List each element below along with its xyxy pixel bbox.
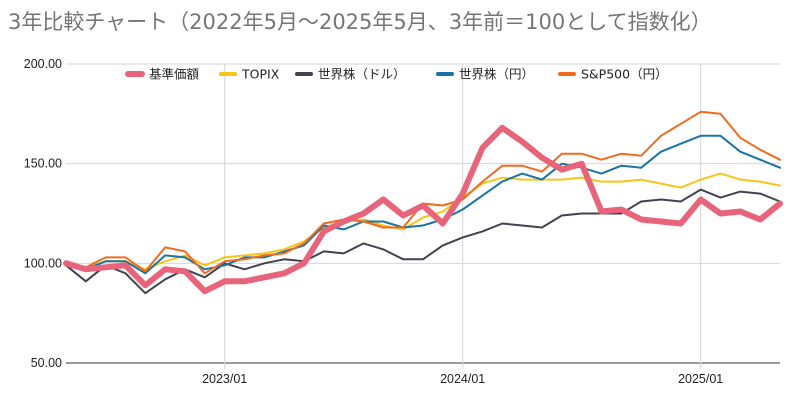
- legend-label: 基準価額: [149, 67, 200, 82]
- x-axis: 2023/01 2024/01 2025/01: [202, 372, 723, 386]
- series-line-4: [65, 110, 781, 275]
- chart-title: 3年比較チャート（2022年5月～2025年5月、3年前＝100として指数化）: [8, 10, 712, 34]
- x-tick-label: 2023/01: [202, 372, 247, 386]
- y-axis: 50.00 100.00 150.00 200.00: [24, 57, 62, 370]
- chart-series-lines: [63, 110, 783, 295]
- series-line-1: [65, 172, 781, 271]
- series-line-0: [63, 124, 783, 295]
- chart-legend: 基準価額 TOPIX 世界株（ドル） 世界株（円） S&P500（円）: [125, 67, 668, 82]
- y-tick-label: 50.00: [31, 356, 62, 370]
- x-tick-label: 2024/01: [440, 372, 485, 386]
- y-tick-label: 150.00: [24, 157, 62, 171]
- y-tick-label: 200.00: [24, 57, 62, 71]
- series-line-3: [65, 134, 781, 275]
- legend-label: 世界株（ドル）: [318, 67, 406, 82]
- legend-label: TOPIX: [241, 67, 280, 82]
- legend-label: 世界株（円）: [459, 67, 534, 82]
- chart-gridlines: [66, 63, 780, 369]
- x-tick-label: 2025/01: [678, 372, 723, 386]
- y-tick-label: 100.00: [24, 256, 62, 270]
- legend-label: S&P500（円）: [581, 67, 668, 82]
